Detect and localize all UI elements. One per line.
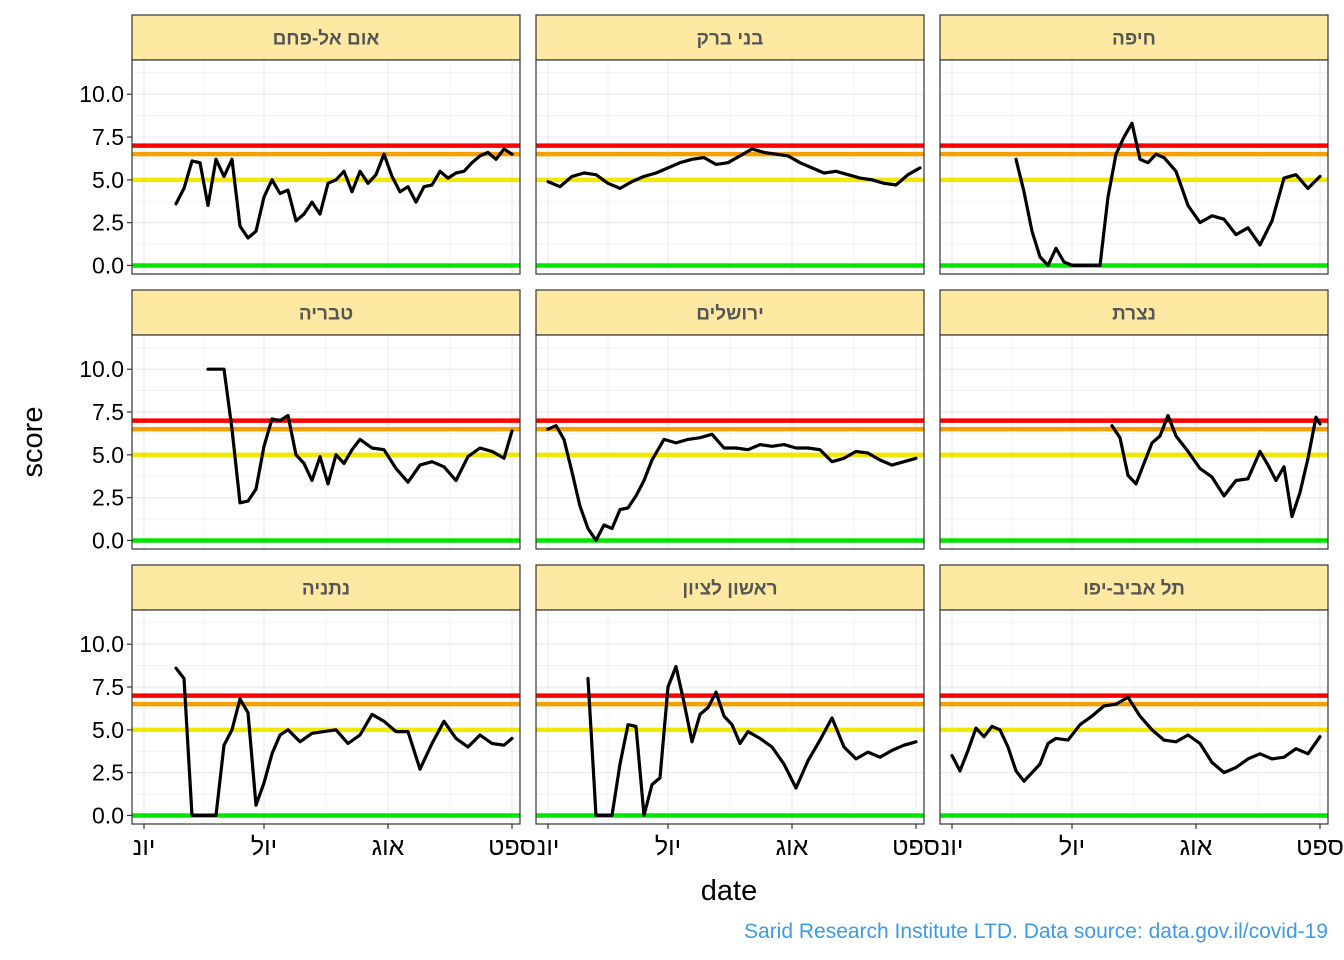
series-line — [1014, 121, 1322, 267]
x-tick-label: ספט — [892, 833, 940, 861]
series-line — [206, 367, 514, 505]
facet-title: תל אביב-יפו — [1083, 579, 1185, 600]
facet-strip — [131, 14, 521, 61]
panel-border — [131, 59, 521, 275]
series-line — [950, 695, 1322, 783]
facet-title: נצרת — [1112, 304, 1156, 325]
y-axis-title: score — [17, 407, 49, 478]
x-tick-label: אוג — [1180, 833, 1213, 861]
x-tick-label: יונ — [537, 833, 560, 861]
y-tick-label: 2.5 — [92, 760, 124, 786]
facet-title: טבריה — [299, 304, 353, 325]
x-tick-label: ספט — [1296, 833, 1344, 861]
x-tick-label: אוג — [372, 833, 405, 861]
y-tick-label: 5.0 — [92, 717, 124, 743]
y-tick-label: 7.5 — [92, 674, 124, 700]
facet-strip — [535, 564, 925, 611]
facet-strip — [131, 564, 521, 611]
series-line — [174, 147, 514, 240]
facet-title: חיפה — [1112, 29, 1156, 50]
facet-strip — [939, 564, 1329, 611]
y-tick-label: 0.0 — [92, 527, 124, 553]
facet-title: בני ברק — [697, 29, 764, 50]
x-axis-title: date — [701, 875, 757, 907]
panel-border — [939, 609, 1329, 825]
facet-strip — [939, 14, 1329, 61]
y-tick-label: 0.0 — [92, 252, 124, 278]
facet-title: נתניה — [302, 579, 350, 600]
panel-border — [939, 59, 1329, 275]
facet-title: ראשון לציון — [682, 579, 777, 600]
y-tick-label: 7.5 — [92, 124, 124, 150]
y-tick-label: 10.0 — [79, 81, 124, 107]
x-tick-label: יונ — [941, 833, 964, 861]
x-tick-label: יונ — [133, 833, 156, 861]
facet-strip — [131, 289, 521, 336]
y-tick-label: 7.5 — [92, 399, 124, 425]
y-tick-label: 10.0 — [79, 356, 124, 382]
panel-border — [131, 609, 521, 825]
facet-strip — [535, 289, 925, 336]
panel-border — [131, 334, 521, 550]
y-tick-label: 0.0 — [92, 802, 124, 828]
series-line — [546, 424, 918, 543]
y-tick-label: 5.0 — [92, 442, 124, 468]
x-tick-label: יול — [655, 833, 681, 861]
facet-title: אום אל-פחם — [273, 29, 380, 50]
y-tick-label: 5.0 — [92, 167, 124, 193]
panel-border — [535, 59, 925, 275]
facet-strip — [535, 14, 925, 61]
facet-strip — [939, 289, 1329, 336]
y-tick-label: 2.5 — [92, 210, 124, 236]
x-tick-label: יול — [251, 833, 277, 861]
y-tick-label: 2.5 — [92, 485, 124, 511]
panel-border — [535, 334, 925, 550]
series-line — [546, 147, 922, 190]
facet-title: ירושלים — [696, 304, 764, 325]
panel-border — [939, 334, 1329, 550]
series-line — [174, 666, 514, 818]
x-tick-label: יול — [1059, 833, 1085, 861]
x-tick-label: ספט — [488, 833, 536, 861]
series-line — [1110, 413, 1322, 519]
caption: Sarid Research Institute LTD. Data sourc… — [743, 920, 1328, 943]
series-line — [586, 664, 918, 818]
y-tick-label: 10.0 — [79, 631, 124, 657]
panel-border — [535, 609, 925, 825]
x-tick-label: אוג — [776, 833, 809, 861]
